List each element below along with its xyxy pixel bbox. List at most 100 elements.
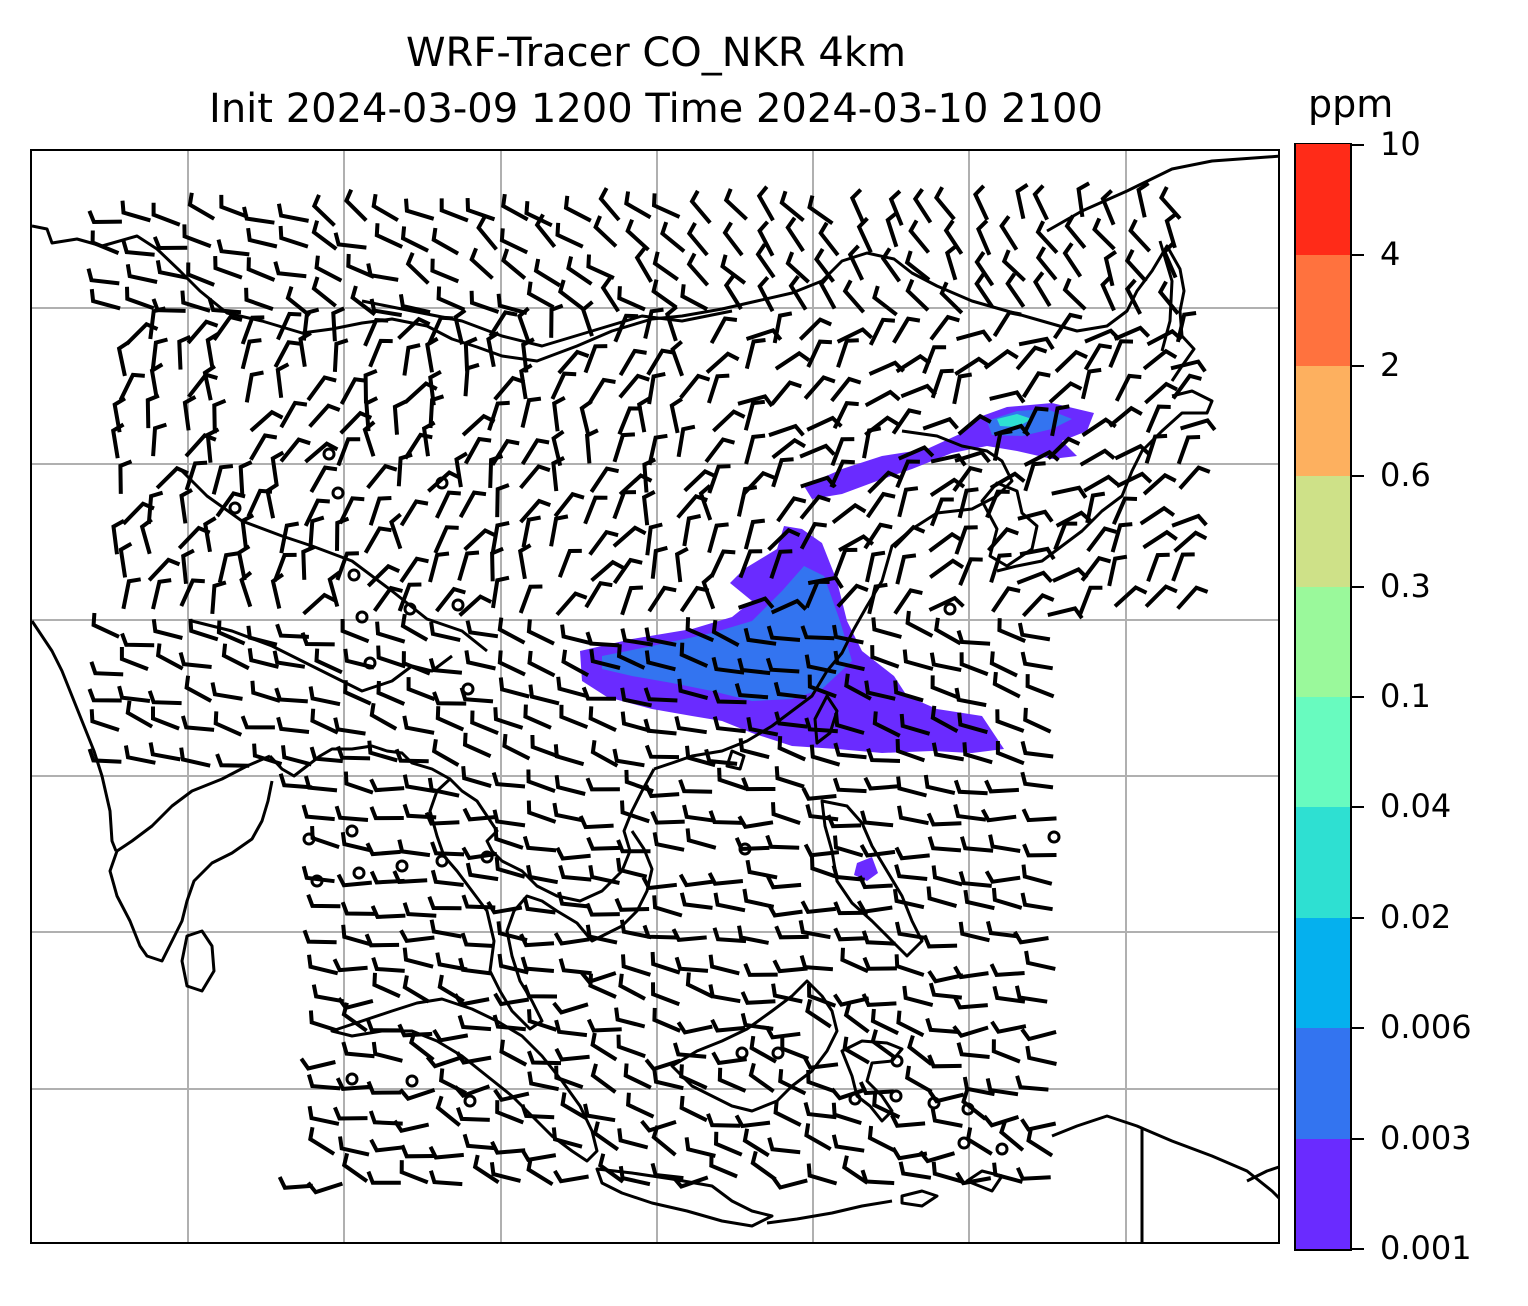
wind-barb (306, 1181, 344, 1195)
wind-barb (369, 298, 403, 318)
wind-barb (652, 251, 679, 282)
wind-barb (428, 394, 445, 429)
wind-barb (397, 316, 431, 340)
wind-barb (520, 1148, 557, 1163)
wind-barb (332, 338, 349, 373)
wind-barb (640, 1119, 677, 1133)
wind-barb (236, 544, 251, 581)
wind-barb (664, 305, 678, 342)
wind-barb (765, 1025, 801, 1040)
coastline-new-guinea (1051, 1114, 1278, 1200)
wind-barb (891, 1146, 928, 1161)
wind-barb (642, 457, 657, 493)
wind-barb (526, 281, 555, 309)
wind-barb (679, 1095, 708, 1123)
wind-barb (462, 807, 498, 822)
wind-barb (301, 804, 335, 822)
wind-barb (927, 1090, 965, 1104)
wind-barb (216, 239, 250, 257)
wind-barb (186, 319, 219, 345)
wind-barb (1054, 349, 1088, 373)
wind-barb (276, 311, 302, 341)
wind-barb (207, 297, 242, 315)
wind-barb (868, 317, 896, 346)
wind-barb (683, 469, 717, 493)
wind-barb (929, 558, 965, 579)
wind-barb (833, 547, 858, 577)
wind-barb (436, 286, 466, 312)
colorbar-tick (1352, 144, 1364, 146)
wind-barb (625, 218, 650, 252)
wind-barb (314, 648, 343, 675)
wind-barb (743, 627, 777, 646)
wind-barb (860, 1169, 895, 1186)
wind-barb (989, 552, 1012, 584)
wind-barb (344, 188, 368, 222)
wind-barb (402, 774, 436, 794)
wind-barb (598, 1153, 625, 1184)
calm-wind-marker (403, 602, 417, 616)
wind-barb (800, 625, 835, 641)
wind-barb (1110, 522, 1133, 553)
colorbar-tick-label: 0.1 (1380, 677, 1431, 715)
wind-barb (988, 834, 1021, 853)
wind-barb (865, 550, 886, 583)
coastline-bay-of-bengal (268, 744, 451, 781)
wind-barb (650, 951, 681, 975)
wind-barb (247, 648, 279, 669)
wind-barb (1084, 328, 1121, 344)
wind-barb (205, 427, 220, 463)
wind-barb (270, 450, 285, 487)
wind-barb (896, 776, 928, 798)
wind-barb (962, 1076, 995, 1097)
coastline-asia-north (32, 224, 1196, 382)
wind-barb (400, 1144, 435, 1159)
wind-barb (590, 1032, 618, 1062)
wind-barb (1171, 552, 1195, 582)
wind-barb (491, 575, 510, 609)
wind-barb (424, 811, 460, 826)
wind-barb (496, 293, 528, 316)
wind-barb (769, 549, 793, 579)
wind-barb (90, 230, 120, 255)
wind-barb (1048, 381, 1083, 404)
wind-barb (671, 1175, 709, 1189)
wind-barb (990, 1020, 1027, 1034)
wind-barb (439, 198, 469, 223)
coastline-hainan (725, 749, 746, 771)
wind-barb (501, 193, 529, 222)
wind-barb (240, 315, 265, 345)
wind-barb (836, 338, 859, 368)
wind-barb (246, 227, 278, 249)
wind-barb (306, 375, 337, 402)
calm-wind-marker (771, 1046, 785, 1060)
calm-wind-marker (363, 656, 377, 670)
wind-barb (502, 733, 531, 761)
wind-barb (524, 201, 553, 228)
wind-barb (652, 1007, 681, 1033)
wind-barb (780, 1036, 810, 1061)
wind-barb (179, 488, 193, 524)
wind-barb (374, 223, 404, 249)
wind-barb (486, 900, 523, 915)
wind-barb (872, 711, 901, 738)
wind-barb (240, 338, 262, 370)
wind-barb (1023, 449, 1060, 467)
wind-barb (470, 710, 499, 736)
wind-barb (651, 982, 681, 1007)
wind-barb (240, 513, 255, 549)
wind-barb (1173, 530, 1208, 553)
wind-barb (307, 954, 339, 976)
wind-barb (774, 766, 805, 789)
wind-barb (394, 748, 429, 764)
wind-barb (898, 1161, 932, 1180)
wind-barb (679, 892, 713, 910)
wind-barb (527, 650, 556, 678)
wind-barb (497, 617, 526, 645)
wind-barb (858, 1081, 894, 1096)
calm-wind-marker (889, 1089, 903, 1103)
wind-barb (1015, 1166, 1051, 1181)
wind-barb (612, 748, 645, 768)
wind-barb (953, 965, 989, 980)
wind-barb (600, 276, 620, 313)
